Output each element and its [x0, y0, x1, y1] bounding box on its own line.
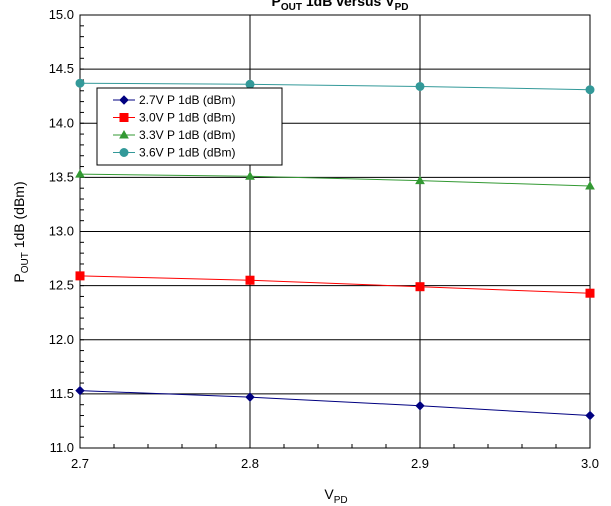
data-point	[75, 385, 85, 396]
legend-marker	[119, 148, 129, 157]
legend-item: 3.3V P 1dB (dBm)	[113, 128, 236, 142]
data-point	[245, 275, 255, 285]
y-tick-label: 15.0	[49, 7, 74, 22]
series-4	[75, 78, 595, 95]
legend: 2.7V P 1dB (dBm) 3.0V P 1dB (dBm) 3.3V P 1…	[96, 87, 283, 166]
legend-label: 3.6V P 1dB (dBm)	[139, 146, 236, 160]
legend-marker	[119, 129, 129, 139]
data-point	[585, 288, 595, 298]
y-tick-labels: 11.0 11.5 12.0 12.5 13.0 13.5 14.0 14.5 15.0	[49, 7, 74, 455]
y-tick-label: 13.5	[49, 169, 74, 184]
legend-marker	[119, 113, 129, 122]
data-point	[585, 85, 595, 95]
data-point	[415, 282, 425, 292]
y-tick-label: 13.0	[49, 224, 74, 239]
data-point	[585, 181, 595, 190]
y-tick-label: 11.5	[50, 386, 74, 401]
legend-item: 3.6V P 1dB (dBm)	[113, 146, 236, 160]
data-point	[75, 169, 85, 178]
x-tick-label: 2.7	[71, 456, 89, 471]
data-point	[415, 175, 425, 185]
data-point	[415, 401, 425, 411]
series-line	[79, 390, 591, 417]
legend-label: 2.7V P 1dB (dBm)	[139, 93, 236, 107]
x-tick-labels: 2.7 2.8 2.9 3.0	[71, 456, 599, 471]
data-point	[245, 79, 255, 89]
x-axis-title: VPD	[324, 486, 347, 506]
legend-label: 3.0V P 1dB (dBm)	[139, 111, 236, 125]
data-point	[75, 271, 85, 281]
minor-ticks	[79, 14, 591, 449]
x-tick-label: 2.8	[241, 456, 259, 471]
x-tick-label: 2.9	[411, 456, 429, 471]
data-point	[585, 410, 595, 421]
x-tick-label: 3.0	[581, 456, 599, 471]
data-point	[245, 171, 255, 180]
data-point	[415, 81, 425, 91]
legend-label: 3.3V P 1dB (dBm)	[139, 128, 236, 142]
series-line	[79, 82, 591, 91]
grid-lines	[79, 14, 591, 449]
series-line	[79, 173, 591, 187]
series-layer	[75, 78, 595, 421]
data-point	[75, 78, 85, 88]
legend-item: 3.0V P 1dB (dBm)	[113, 111, 236, 125]
legend-item: 2.7V P 1dB (dBm)	[113, 93, 236, 107]
y-tick-label: 14.0	[49, 115, 74, 130]
chart-title: POUT 1dB versus VPD	[272, 0, 409, 13]
series-3	[75, 169, 595, 190]
data-point	[245, 392, 255, 402]
y-tick-label: 14.5	[49, 61, 74, 76]
y-tick-label: 12.5	[49, 278, 74, 293]
series-line	[79, 275, 591, 294]
y-axis-title: POUT 1dB (dBm)	[11, 181, 31, 282]
series-1	[75, 385, 595, 421]
legend-marker	[119, 95, 129, 105]
series-2	[75, 271, 595, 298]
y-tick-label: 12.0	[49, 332, 74, 347]
y-tick-label: 11.0	[50, 440, 74, 455]
